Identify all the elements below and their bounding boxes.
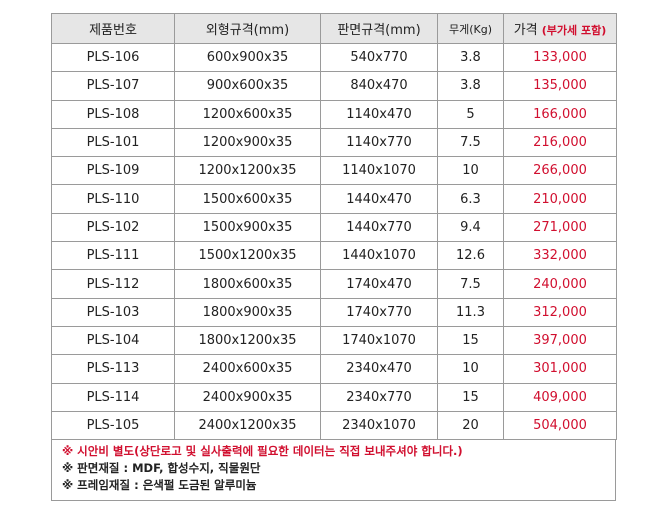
header-outer-size: 외형규격(mm): [174, 13, 321, 44]
header-price: 가격 (부가세 포함): [503, 13, 617, 44]
header-price-sub: (부가세 포함): [541, 24, 607, 37]
cell-price: 240,000: [503, 269, 617, 299]
header-weight: 무게(Kg): [437, 13, 504, 44]
table-row: PLS-104 1800x1200x35 1740x1070 15 397,000: [51, 325, 617, 356]
cell-price: 409,000: [503, 382, 617, 412]
header-product-no: 제품번호: [51, 13, 175, 44]
table-body: PLS-106 600x900x35 540x770 3.8 133,000 PLS-10…: [51, 42, 617, 441]
cell-price: 266,000: [503, 156, 617, 186]
cell-board-size: 2340x470: [320, 354, 438, 384]
table-row: PLS-103 1800x900x35 1740x770 11.3 312,000: [51, 297, 617, 327]
cell-price: 301,000: [503, 354, 617, 384]
cell-board-size: 2340x1070: [320, 410, 438, 441]
cell-price: 397,000: [503, 325, 617, 356]
price-table: 제품번호 외형규격(mm) 판면규격(mm) 무게(Kg) 가격 (부가세 포함…: [51, 13, 617, 441]
table-row: PLS-106 600x900x35 540x770 3.8 133,000: [51, 42, 617, 73]
cell-board-size: 1140x770: [320, 127, 438, 158]
cell-weight: 7.5: [437, 127, 504, 158]
cell-product-no: PLS-101: [51, 127, 175, 158]
table-row: PLS-107 900x600x35 840x470 3.8 135,000: [51, 71, 617, 101]
table-row: PLS-101 1200x900x35 1140x770 7.5 216,000: [51, 127, 617, 158]
cell-weight: 11.3: [437, 297, 504, 327]
cell-outer-size: 2400x900x35: [174, 382, 321, 412]
cell-board-size: 1140x1070: [320, 156, 438, 186]
cell-weight: 3.8: [437, 42, 504, 73]
cell-product-no: PLS-104: [51, 325, 175, 356]
cell-weight: 9.4: [437, 212, 504, 243]
cell-weight: 3.8: [437, 71, 504, 101]
cell-price: 133,000: [503, 42, 617, 73]
cell-weight: 10: [437, 354, 504, 384]
table-row: PLS-109 1200x1200x35 1140x1070 10 266,000: [51, 156, 617, 186]
cell-board-size: 540x770: [320, 42, 438, 73]
cell-weight: 12.6: [437, 241, 504, 271]
cell-weight: 20: [437, 410, 504, 441]
cell-product-no: PLS-113: [51, 354, 175, 384]
cell-board-size: 1440x470: [320, 184, 438, 214]
cell-price: 332,000: [503, 241, 617, 271]
cell-outer-size: 1800x900x35: [174, 297, 321, 327]
cell-outer-size: 900x600x35: [174, 71, 321, 101]
table-row: PLS-112 1800x600x35 1740x470 7.5 240,000: [51, 269, 617, 299]
table-row: PLS-113 2400x600x35 2340x470 10 301,000: [51, 354, 617, 384]
table-row: PLS-110 1500x600x35 1440x470 6.3 210,000: [51, 184, 617, 214]
cell-product-no: PLS-106: [51, 42, 175, 73]
cell-product-no: PLS-102: [51, 212, 175, 243]
cell-outer-size: 1500x900x35: [174, 212, 321, 243]
cell-board-size: 1740x1070: [320, 325, 438, 356]
cell-price: 166,000: [503, 99, 617, 129]
cell-price: 216,000: [503, 127, 617, 158]
cell-outer-size: 1800x1200x35: [174, 325, 321, 356]
cell-weight: 15: [437, 382, 504, 412]
notes-box: ※ 시안비 별도(상단로고 및 실사출력에 필요한 데이터는 직접 보내주셔야 …: [51, 440, 616, 502]
cell-outer-size: 1200x900x35: [174, 127, 321, 158]
cell-board-size: 1740x470: [320, 269, 438, 299]
cell-weight: 15: [437, 325, 504, 356]
cell-product-no: PLS-108: [51, 99, 175, 129]
note-frame-material: ※ 프레임재질 : 은색펄 도금된 알루미늄: [62, 478, 257, 493]
cell-outer-size: 1500x1200x35: [174, 241, 321, 271]
cell-board-size: 840x470: [320, 71, 438, 101]
cell-weight: 10: [437, 156, 504, 186]
table-row: PLS-114 2400x900x35 2340x770 15 409,000: [51, 382, 617, 412]
cell-product-no: PLS-112: [51, 269, 175, 299]
cell-outer-size: 1200x1200x35: [174, 156, 321, 186]
cell-board-size: 1740x770: [320, 297, 438, 327]
cell-product-no: PLS-103: [51, 297, 175, 327]
header-board-size: 판면규격(mm): [320, 13, 438, 44]
cell-weight: 6.3: [437, 184, 504, 214]
cell-outer-size: 600x900x35: [174, 42, 321, 73]
cell-outer-size: 2400x1200x35: [174, 410, 321, 441]
table-row: PLS-111 1500x1200x35 1440x1070 12.6 332,000: [51, 241, 617, 271]
cell-outer-size: 1500x600x35: [174, 184, 321, 214]
cell-product-no: PLS-107: [51, 71, 175, 101]
cell-outer-size: 1800x600x35: [174, 269, 321, 299]
cell-board-size: 1140x470: [320, 99, 438, 129]
cell-product-no: PLS-105: [51, 410, 175, 441]
cell-board-size: 1440x770: [320, 212, 438, 243]
cell-product-no: PLS-109: [51, 156, 175, 186]
note-board-material: ※ 판면재질 : MDF, 합성수지, 직물원단: [62, 461, 261, 476]
header-price-label: 가격: [513, 23, 538, 38]
cell-weight: 5: [437, 99, 504, 129]
cell-price: 504,000: [503, 410, 617, 441]
cell-price: 210,000: [503, 184, 617, 214]
cell-weight: 7.5: [437, 269, 504, 299]
cell-product-no: PLS-110: [51, 184, 175, 214]
cell-board-size: 2340x770: [320, 382, 438, 412]
cell-board-size: 1440x1070: [320, 241, 438, 271]
table-header-row: 제품번호 외형규격(mm) 판면규격(mm) 무게(Kg) 가격 (부가세 포함…: [51, 13, 617, 44]
cell-outer-size: 1200x600x35: [174, 99, 321, 129]
table-row: PLS-108 1200x600x35 1140x470 5 166,000: [51, 99, 617, 129]
price-table-container: 제품번호 외형규격(mm) 판면규격(mm) 무게(Kg) 가격 (부가세 포함…: [51, 13, 617, 502]
table-row: PLS-102 1500x900x35 1440x770 9.4 271,000: [51, 212, 617, 243]
cell-product-no: PLS-114: [51, 382, 175, 412]
table-row: PLS-105 2400x1200x35 2340x1070 20 504,000: [51, 410, 617, 441]
cell-price: 312,000: [503, 297, 617, 327]
cell-price: 271,000: [503, 212, 617, 243]
note-design-fee: ※ 시안비 별도(상단로고 및 실사출력에 필요한 데이터는 직접 보내주셔야 …: [62, 444, 463, 459]
cell-outer-size: 2400x600x35: [174, 354, 321, 384]
cell-price: 135,000: [503, 71, 617, 101]
cell-product-no: PLS-111: [51, 241, 175, 271]
